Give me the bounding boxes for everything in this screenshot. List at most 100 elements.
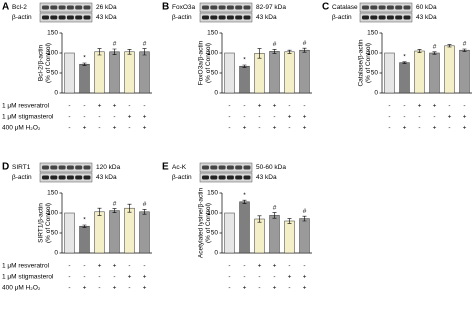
y-axis-label: SIRT1/β-actin(% of Control) xyxy=(37,203,52,243)
treatment-sign: - xyxy=(288,285,290,292)
significance-mark: # xyxy=(143,40,147,47)
blot-size: 50-60 kDa xyxy=(256,164,286,171)
error-bar xyxy=(142,209,147,215)
bar xyxy=(79,225,90,254)
y-axis-label-line: Catalase/β-actin xyxy=(357,39,364,86)
y-axis-label-line: Acetylated lysine/β-actin xyxy=(197,188,204,259)
significance-mark: # xyxy=(433,44,437,51)
blot-band xyxy=(386,5,394,10)
blot xyxy=(199,162,253,173)
blot-band xyxy=(226,5,234,10)
blot-band xyxy=(83,165,91,170)
blot-name: Catalase xyxy=(332,4,358,11)
error-bar xyxy=(242,199,247,204)
treatment-sign: + xyxy=(143,125,147,132)
treatment-sign: + xyxy=(273,103,277,110)
treatment-name: 400 μM H₂O₂ xyxy=(2,285,41,292)
treatment-sign: - xyxy=(463,103,465,110)
treatment-sign: - xyxy=(68,125,70,132)
blot xyxy=(39,2,93,13)
treatment-sign: - xyxy=(98,114,100,121)
treatment-sign: - xyxy=(288,103,290,110)
blot-name: β-actin xyxy=(332,14,352,21)
treatment-sign: + xyxy=(288,114,292,121)
error-bar xyxy=(82,62,87,66)
bar xyxy=(269,51,280,94)
bar xyxy=(284,51,295,94)
treatment-sign: + xyxy=(143,114,147,121)
panel-label: D xyxy=(2,162,9,173)
treatment-sign: - xyxy=(113,114,115,121)
treatment-sign: + xyxy=(418,103,422,110)
blot-band xyxy=(58,175,66,180)
significance-mark: # xyxy=(273,204,277,211)
bar xyxy=(109,210,120,254)
blot-band xyxy=(50,165,58,170)
y-tick-label: 50 xyxy=(211,70,219,77)
error-bar xyxy=(402,61,407,64)
treatment-sign: + xyxy=(98,263,102,270)
blot-band xyxy=(370,5,378,10)
bar xyxy=(269,215,280,254)
blot-band xyxy=(226,165,234,170)
blot-name: β-actin xyxy=(12,14,32,21)
treatment-sign: + xyxy=(288,274,292,281)
blot-band xyxy=(243,175,251,180)
blot-band xyxy=(210,165,218,170)
error-bar xyxy=(287,49,292,54)
y-tick-label: 100 xyxy=(207,50,218,57)
blot-band xyxy=(202,165,209,170)
treatment-name: 1 μM resveratrol xyxy=(2,103,50,110)
treatment-sign: - xyxy=(128,263,130,270)
bar xyxy=(124,207,135,254)
error-bar xyxy=(272,49,277,54)
treatment-sign: + xyxy=(273,285,277,292)
y-axis-label-line: Bcl-2/β-actin xyxy=(37,44,44,81)
blot-band xyxy=(235,15,243,20)
treatment-sign: + xyxy=(403,125,407,132)
blot-band xyxy=(75,15,83,20)
blot-band xyxy=(83,175,91,180)
blot-band xyxy=(202,5,209,10)
blot-band xyxy=(403,5,411,10)
treatment-sign: - xyxy=(303,103,305,110)
bar xyxy=(299,218,310,254)
treatment-sign: - xyxy=(243,274,245,281)
treatment-sign: - xyxy=(83,274,85,281)
treatment-sign: - xyxy=(288,125,290,132)
blot-band xyxy=(386,15,394,20)
y-tick-label: 50 xyxy=(51,230,59,237)
blot-band xyxy=(235,5,243,10)
blot-band xyxy=(218,5,226,10)
treatment-sign: + xyxy=(303,114,307,121)
significance-mark: * xyxy=(83,55,86,62)
treatment-sign: + xyxy=(98,103,102,110)
blot-band xyxy=(243,15,251,20)
treatment-sign: - xyxy=(68,103,70,110)
bar xyxy=(429,52,440,94)
treatment-sign: - xyxy=(128,125,130,132)
y-tick-label: 50 xyxy=(51,70,59,77)
blot-size: 43 kDa xyxy=(256,174,277,181)
error-bar xyxy=(242,64,247,68)
blot-band xyxy=(75,5,83,10)
treatment-sign: + xyxy=(113,263,117,270)
blot-band xyxy=(58,15,66,20)
significance-mark: * xyxy=(403,54,406,61)
treatment-sign: - xyxy=(448,125,450,132)
panel-label: E xyxy=(162,162,169,173)
treatment-sign: - xyxy=(403,103,405,110)
blot-band xyxy=(395,15,403,20)
treatment-sign: - xyxy=(143,103,145,110)
y-axis-label-line: FoxO3a/β-actin xyxy=(197,40,204,85)
treatment-sign: - xyxy=(273,114,275,121)
y-tick-label: 150 xyxy=(207,30,218,37)
significance-mark: * xyxy=(83,217,86,224)
blot-band xyxy=(210,15,218,20)
bar xyxy=(254,218,265,254)
blot-size: 60 kDa xyxy=(416,4,437,11)
blot xyxy=(359,12,413,23)
treatment-sign: + xyxy=(463,125,467,132)
y-tick-label: 50 xyxy=(211,230,219,237)
blot-band xyxy=(218,175,226,180)
